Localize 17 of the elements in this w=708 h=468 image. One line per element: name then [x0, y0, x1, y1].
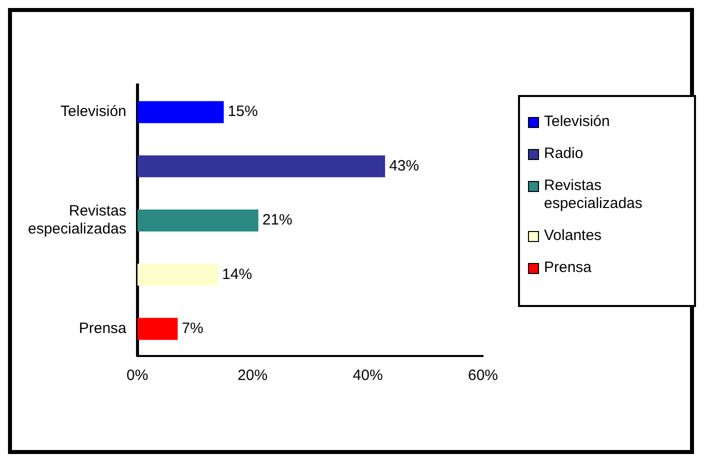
x-tick-label: 20% — [238, 367, 268, 384]
data-label: 7% — [182, 320, 204, 338]
y-tick-label: Prensa — [78, 320, 128, 338]
legend-label: Televisión — [544, 113, 610, 131]
data-label: 43% — [389, 157, 420, 174]
x-tick-label: 0% — [126, 367, 148, 384]
data-label: 14% — [222, 266, 252, 283]
data-label: 15% — [228, 103, 258, 120]
legend-label: Radio — [544, 145, 584, 163]
x-tick-label: 40% — [352, 367, 383, 384]
y-tick-label: Revistas especializadas — [28, 202, 126, 238]
legend-label: Volantes — [544, 227, 602, 245]
y-tick-label: Televisión — [60, 103, 126, 120]
x-tick-label: 60% — [468, 367, 498, 384]
legend-label: Prensa — [544, 259, 592, 277]
legend-label: Revistas especializadas — [544, 177, 644, 213]
data-label: 21% — [262, 212, 292, 229]
